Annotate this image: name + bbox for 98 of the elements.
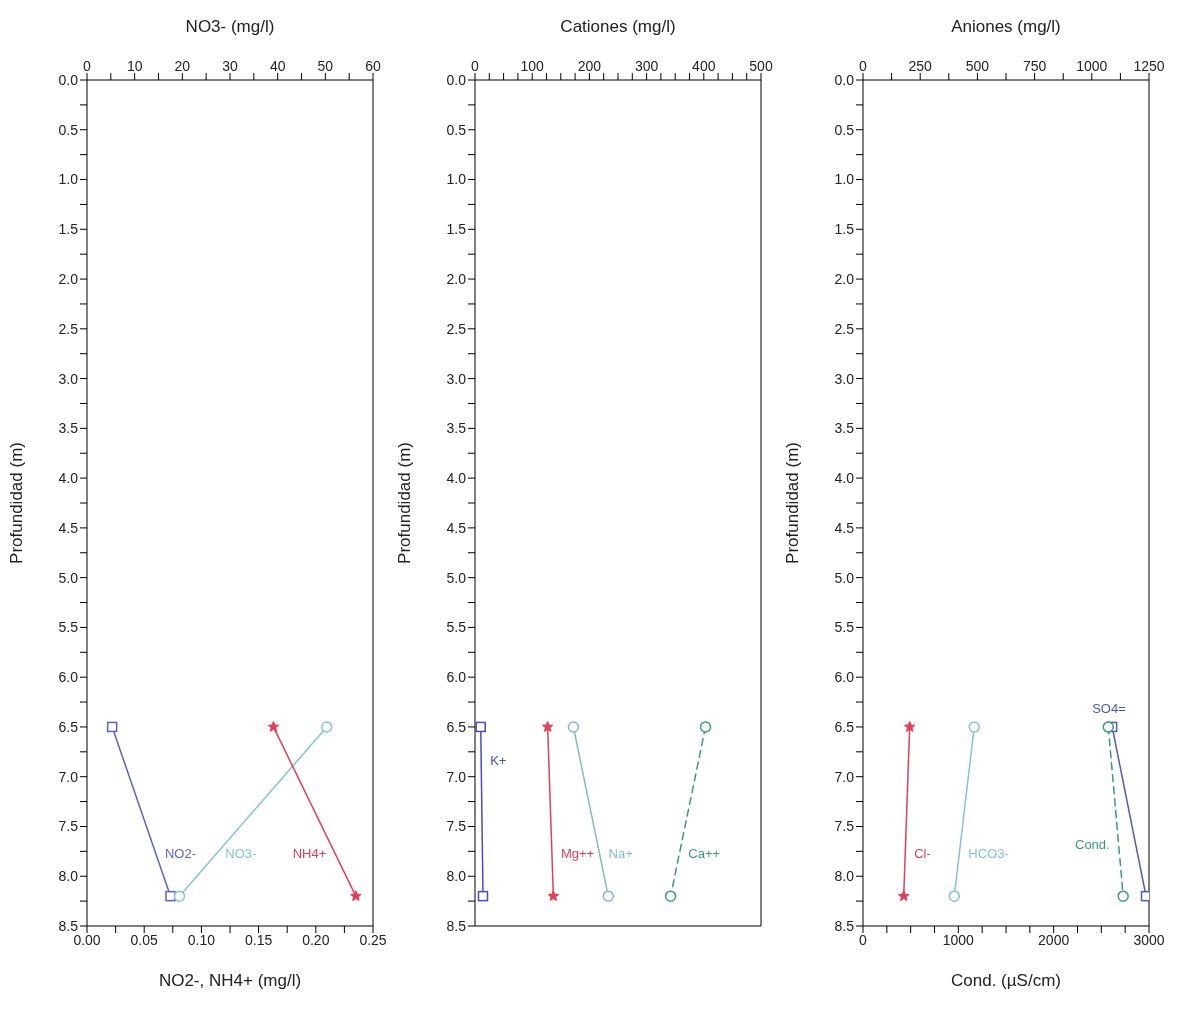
- y-tick-label: 1.0: [58, 171, 79, 188]
- series-label: K+: [490, 752, 507, 769]
- x-tick-label: 0.15: [244, 931, 273, 948]
- x-tick-label: 0: [859, 931, 868, 948]
- y-axis-title: Profundidad (m): [7, 442, 27, 564]
- y-tick-label: 5.5: [446, 619, 467, 636]
- x-tick-label: 0.25: [359, 931, 387, 948]
- x-tick-label: 2000: [1038, 931, 1070, 948]
- y-tick-label: 8.5: [834, 917, 855, 934]
- y-tick-label: 2.0: [58, 271, 79, 288]
- y-tick-label: 2.5: [446, 320, 467, 337]
- y-tick-label: 2.0: [446, 271, 467, 288]
- x-tick-label: 400: [692, 58, 716, 74]
- x2-tick-label: 20: [174, 58, 191, 74]
- x-tick-label: 0.20: [302, 931, 330, 948]
- x2-tick-label: 10: [126, 58, 143, 74]
- series-label: NO3-: [225, 845, 257, 862]
- y-tick-label: 0.0: [446, 71, 467, 88]
- y-tick-label: 6.0: [834, 669, 855, 686]
- y-tick-label: 5.5: [58, 619, 79, 636]
- x-tick-label: 200: [577, 58, 602, 74]
- y-tick-label: 5.5: [834, 619, 855, 636]
- y-tick-label: 5.0: [446, 569, 467, 586]
- x2-tick-label: 1250: [1133, 58, 1165, 74]
- y-tick-label: 7.0: [834, 768, 855, 785]
- x-axis-title: NO2-, NH4+ (mg/l): [158, 971, 302, 990]
- y-tick-label: 0.0: [834, 71, 855, 88]
- y-tick-label: 2.5: [834, 320, 855, 337]
- y-tick-label: 0.5: [446, 121, 467, 138]
- y-tick-label: 1.0: [834, 171, 855, 188]
- x-tick-label: 0.00: [73, 931, 101, 948]
- y-tick-label: 8.5: [446, 917, 467, 934]
- y-tick-label: 6.5: [834, 718, 855, 735]
- series-label: NH4+: [292, 845, 327, 862]
- y-tick-label: 8.0: [58, 868, 79, 885]
- series-label: NO2-: [164, 845, 196, 862]
- y-tick-label: 7.5: [58, 818, 79, 835]
- y-tick-label: 6.0: [446, 669, 467, 686]
- series-label: SO4=: [1092, 700, 1126, 717]
- y-tick-label: 1.5: [446, 221, 467, 238]
- y-tick-label: 6.0: [58, 669, 79, 686]
- x2-tick-label: 50: [317, 58, 334, 74]
- y-tick-label: 4.0: [58, 470, 79, 487]
- y-tick-label: 4.5: [58, 519, 79, 536]
- x2-tick-label: 40: [269, 58, 286, 74]
- y-tick-label: 3.0: [446, 370, 467, 387]
- y-tick-label: 2.0: [834, 271, 855, 288]
- x2-tick-label: 250: [908, 58, 933, 74]
- y-tick-label: 7.5: [834, 818, 855, 835]
- y-tick-label: 3.0: [58, 370, 79, 387]
- y-tick-label: 4.0: [446, 470, 467, 487]
- y-tick-label: 7.5: [446, 818, 467, 835]
- x2-tick-label: 750: [1022, 58, 1047, 74]
- y-tick-label: 4.0: [834, 470, 855, 487]
- x-tick-label: 100: [520, 58, 545, 74]
- x-tick-label: 0: [471, 58, 480, 74]
- y-tick-label: 8.0: [446, 868, 467, 885]
- y-tick-label: 5.0: [58, 569, 79, 586]
- y-tick-label: 4.5: [834, 519, 855, 536]
- y-axis-title: Profundidad (m): [783, 442, 803, 564]
- x-tick-label: 0.05: [130, 931, 159, 948]
- y-axis-title: Profundidad (m): [395, 442, 415, 564]
- y-tick-label: 7.0: [58, 768, 79, 785]
- y-tick-label: 8.0: [834, 868, 855, 885]
- y-tick-label: 0.5: [58, 121, 79, 138]
- series-label: HCO3-: [968, 845, 1009, 862]
- y-tick-label: 8.5: [58, 917, 79, 934]
- y-tick-label: 1.5: [58, 221, 79, 238]
- x-tick-label: 0.10: [187, 931, 216, 948]
- x-axis-title: Cationes (mg/l): [560, 17, 676, 37]
- y-tick-label: 1.5: [834, 221, 855, 238]
- x2-tick-label: 30: [222, 58, 238, 74]
- y-tick-label: 0.0: [58, 71, 79, 88]
- y-tick-label: 6.5: [58, 718, 79, 735]
- x2-tick-label: 60: [365, 58, 381, 74]
- y-tick-label: 2.5: [58, 320, 79, 337]
- series-label: Ca++: [688, 845, 721, 862]
- y-tick-label: 6.5: [446, 718, 467, 735]
- series-label: Cl-: [914, 845, 931, 862]
- x-tick-label: 1000: [942, 931, 975, 948]
- series-label: Na+: [608, 845, 633, 862]
- y-tick-label: 4.5: [446, 519, 467, 536]
- y-tick-label: 1.0: [446, 171, 467, 188]
- y-tick-label: 3.5: [834, 420, 855, 437]
- y-tick-label: 3.5: [446, 420, 467, 437]
- y-tick-label: 3.5: [58, 420, 79, 437]
- series-label: Mg++: [560, 845, 595, 862]
- y-tick-label: 0.5: [834, 121, 855, 138]
- x-axis-title: Cond. (µS/cm): [951, 971, 1061, 990]
- y-tick-label: 3.0: [834, 370, 855, 387]
- y-tick-label: 5.0: [834, 569, 855, 586]
- x-tick-label: 500: [749, 58, 773, 74]
- y-tick-label: 7.0: [446, 768, 467, 785]
- x-tick-label: 3000: [1133, 931, 1165, 948]
- x2-axis-title: NO3- (mg/l): [185, 17, 275, 37]
- x2-axis-title: Aniones (mg/l): [951, 17, 1061, 37]
- series-label: Cond.: [1075, 837, 1110, 854]
- x-tick-label: 300: [634, 58, 659, 74]
